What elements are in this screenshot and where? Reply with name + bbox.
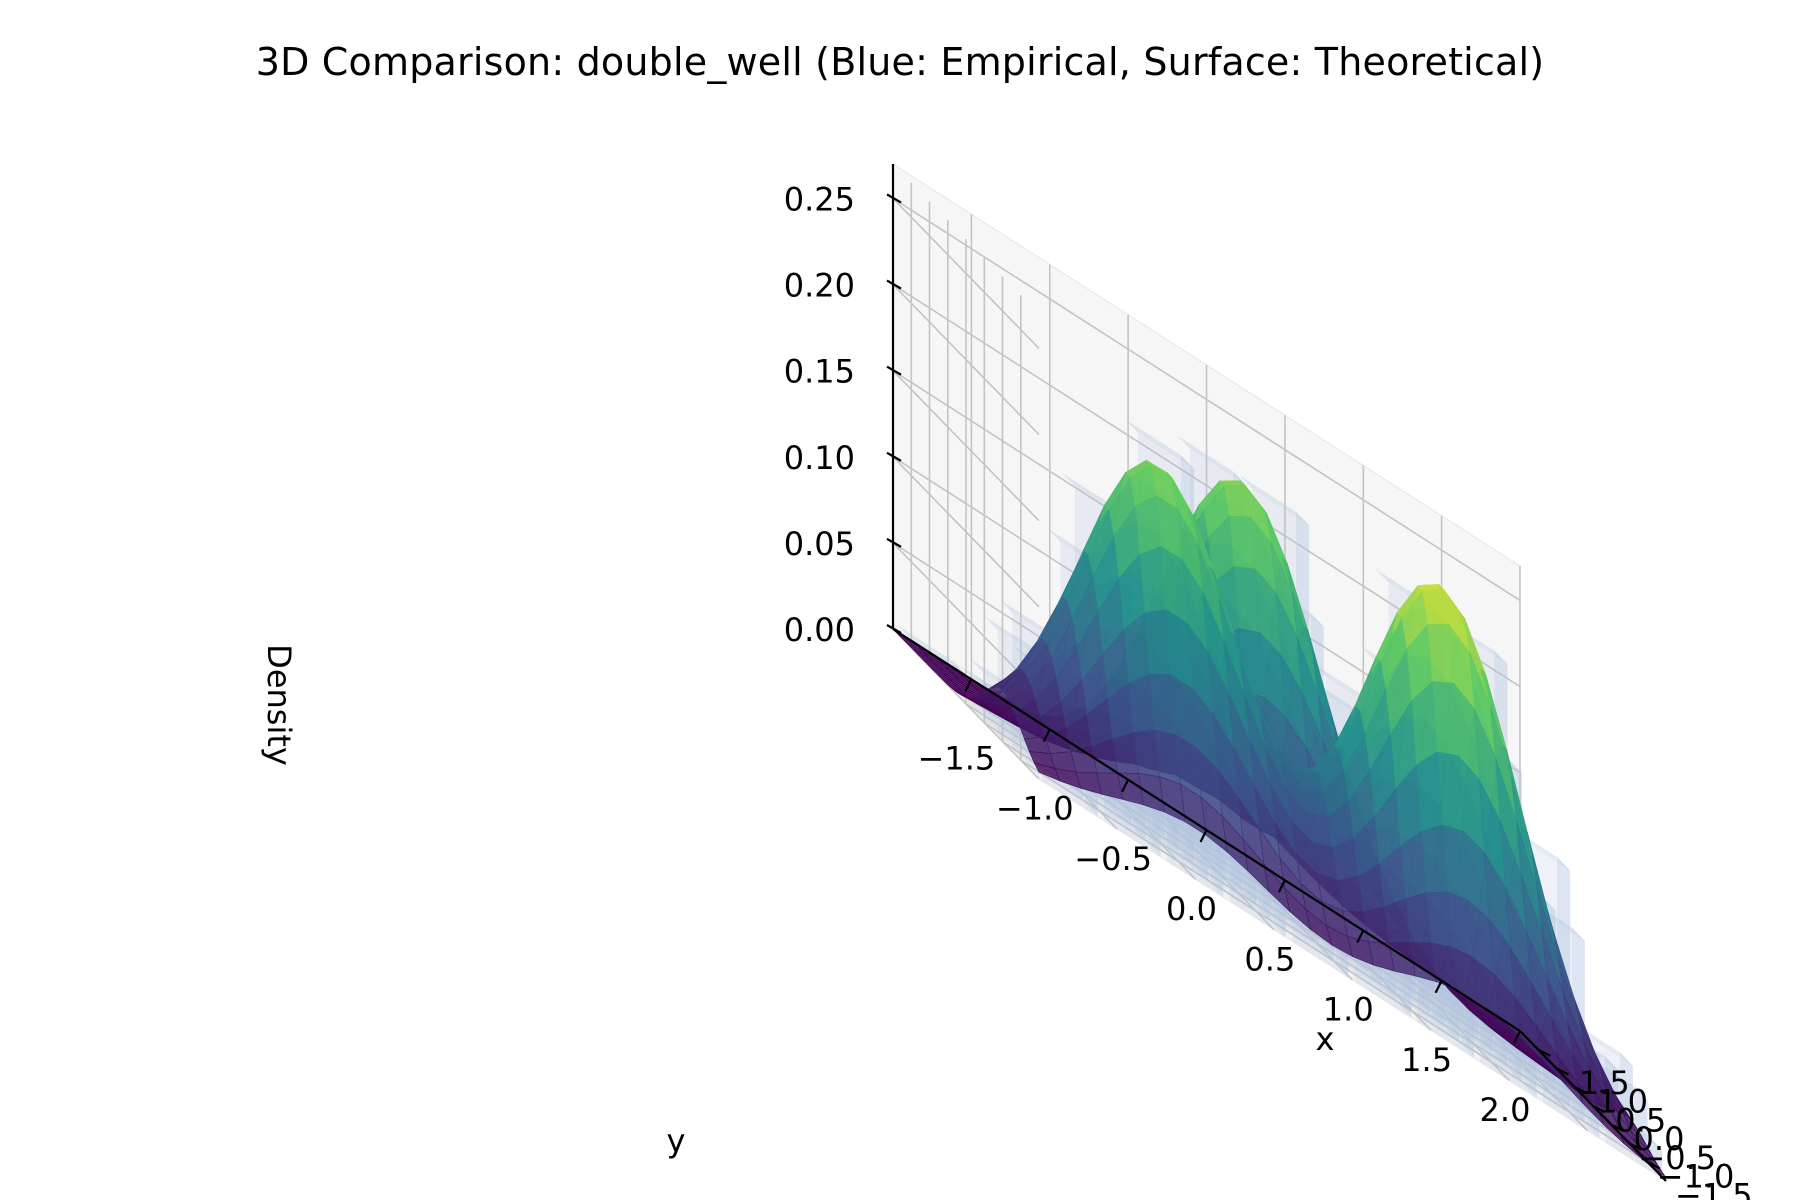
z-tick-mark [886, 451, 902, 462]
z-tick-label: 0.20 [784, 267, 855, 305]
y-tick-label: 1.0 [1323, 991, 1374, 1029]
z-tick-label: 0.15 [784, 353, 855, 391]
y-tick-label: 0.5 [1244, 940, 1295, 978]
z-tick-label: 0.05 [784, 525, 855, 563]
axis-labels: 0.000.050.100.150.200.25−1.5−1.0−0.50.00… [260, 180, 1753, 1204]
bar-top [1124, 418, 1194, 469]
z-tick-label: 0.25 [784, 180, 855, 218]
y-tick-mark [1434, 980, 1443, 994]
y-tick-label: 0.0 [1166, 890, 1217, 928]
chart-title: 3D Comparison: double_well (Blue: Empiri… [255, 40, 1545, 84]
y-tick-mark [1356, 930, 1365, 943]
z-tick-mark [886, 193, 902, 204]
z-tick-mark [886, 624, 902, 634]
z-tick-mark [886, 279, 902, 290]
y-axis-label: y [667, 1122, 686, 1160]
theoretical-surface [892, 459, 1667, 1178]
axes [886, 164, 1667, 1182]
x-tick-mark [1537, 1048, 1551, 1057]
x-tick-label: 1.0 [1597, 1083, 1648, 1121]
z-axis-label: Density [260, 644, 298, 766]
x-tick-mark [1610, 1123, 1624, 1132]
z-tick-label: 0.00 [784, 611, 855, 649]
x-tick-label: −1.0 [1657, 1158, 1735, 1196]
x-tick-mark [1647, 1161, 1661, 1170]
x-tick-label: −1.5 [1675, 1176, 1753, 1200]
x-tick-mark [1629, 1142, 1642, 1151]
y-tick-mark [1277, 879, 1286, 893]
x-tick-mark [1574, 1086, 1588, 1095]
y-tick-mark [1199, 829, 1208, 843]
y-tick-label: −1.0 [996, 790, 1074, 828]
x-tick-label: 0.5 [1615, 1101, 1666, 1139]
x-tick-label: 0.0 [1634, 1120, 1685, 1158]
y-tick-mark [1121, 779, 1130, 793]
z-tick-label: 0.10 [784, 439, 855, 477]
x-tick-mark [1592, 1105, 1606, 1113]
y-tick-label: −0.5 [1074, 840, 1152, 878]
y-tick-mark [964, 678, 973, 692]
z-tick-mark [886, 365, 902, 376]
bar-top [896, 624, 967, 675]
bar-top [1176, 435, 1247, 486]
x-tick-label: 1.5 [1579, 1064, 1630, 1102]
y-tick-label: −1.5 [918, 739, 996, 777]
y-tick-mark [1042, 729, 1051, 742]
z-tick-mark [886, 537, 902, 548]
x-tick-label: −0.5 [1638, 1139, 1716, 1177]
y-tick-mark [1513, 1030, 1521, 1044]
bar-top [1239, 475, 1310, 526]
x-tick-mark [1556, 1067, 1569, 1076]
x-axis-label: x [1316, 1020, 1335, 1058]
y-tick-label: 1.5 [1401, 1041, 1452, 1079]
y-tick-label: 2.0 [1480, 1091, 1531, 1129]
